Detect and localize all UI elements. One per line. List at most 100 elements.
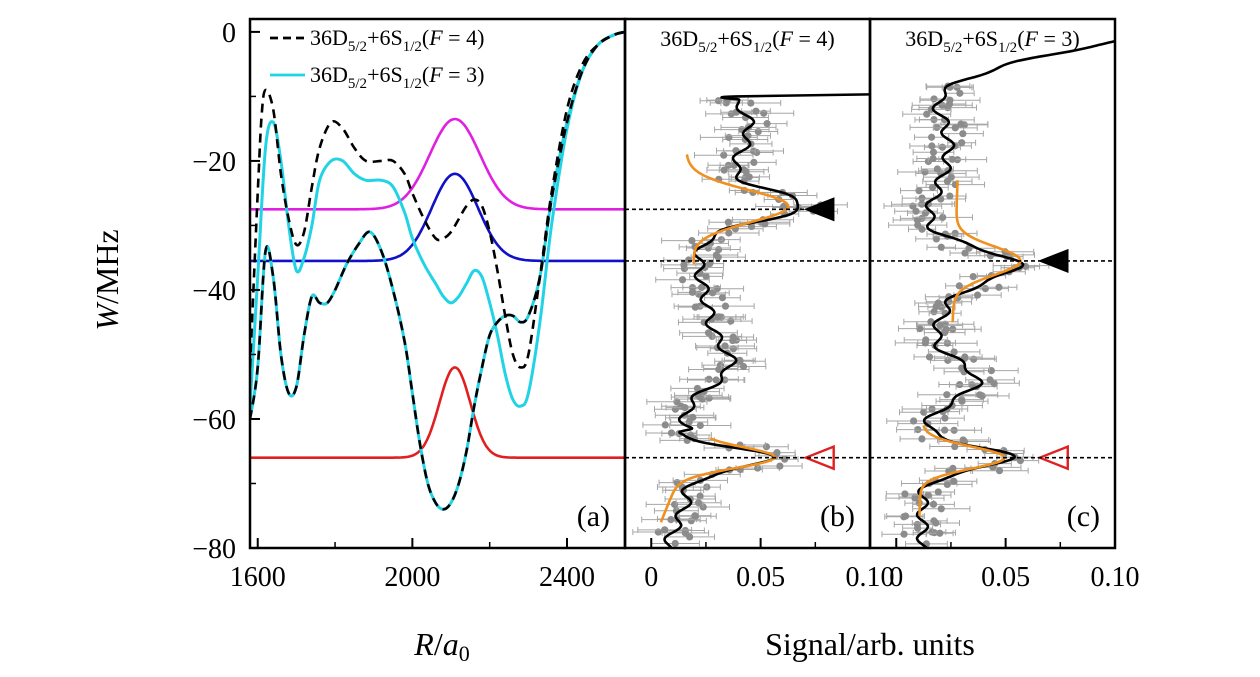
overlay xyxy=(248,17,1117,550)
gaussian-blue xyxy=(250,172,625,263)
data-point xyxy=(951,124,959,132)
data-point xyxy=(913,216,922,224)
data-point xyxy=(773,449,781,457)
data-point xyxy=(693,384,702,393)
data-point xyxy=(720,151,728,159)
data-point xyxy=(976,391,984,399)
open-triangle-marker-panel-b xyxy=(802,444,835,471)
data-point xyxy=(762,443,771,451)
data-point xyxy=(715,313,723,321)
data-point xyxy=(913,520,922,529)
data-point xyxy=(911,493,919,501)
data-point xyxy=(706,260,714,268)
data-point xyxy=(929,500,938,508)
data-point xyxy=(694,499,703,507)
panel-b: 0 0.05 0.10 36D5/2+6S1/2(F = 4) (b) xyxy=(632,26,1016,593)
fit-curve-1 xyxy=(659,437,777,523)
data-point xyxy=(678,276,687,284)
data-point xyxy=(958,396,966,404)
data-point xyxy=(937,195,945,203)
data-point xyxy=(910,417,918,425)
data-point xyxy=(930,95,938,103)
x-tick-label-a-2: 2400 xyxy=(539,562,595,593)
data-point xyxy=(937,505,945,513)
data-point xyxy=(958,364,966,372)
data-point xyxy=(986,376,994,384)
data-point xyxy=(721,342,729,350)
data-point xyxy=(667,429,676,437)
data-point xyxy=(921,168,929,176)
data-point xyxy=(901,512,910,520)
data-point xyxy=(936,321,944,329)
data-point xyxy=(955,282,963,290)
gaussian-magenta xyxy=(250,117,625,211)
x-tick-label-panel-c-0: 0 xyxy=(889,562,903,593)
x-tick-label-panel-b-1: 0.05 xyxy=(736,562,785,593)
x-axis-title-a: R/a0 xyxy=(413,626,469,666)
data-point xyxy=(727,317,735,325)
panel-frame-2 xyxy=(868,17,1117,550)
data-point xyxy=(712,376,720,384)
data-point xyxy=(918,435,926,443)
data-point xyxy=(691,512,699,520)
data-point xyxy=(705,375,713,383)
data-point xyxy=(928,528,936,536)
data-point xyxy=(718,294,727,302)
data-point xyxy=(941,426,949,434)
legend-label-1: 36D5/2+6S1/2(F = 3) xyxy=(310,62,484,92)
data-point xyxy=(705,394,713,402)
data-point xyxy=(951,442,959,451)
data-point xyxy=(946,192,954,200)
x-tick-label-panel-c-1: 0.05 xyxy=(981,562,1030,593)
data-point xyxy=(745,173,753,181)
data-point xyxy=(934,299,942,307)
data-point xyxy=(916,325,924,333)
data-point xyxy=(943,391,951,399)
y-tick-label-1: −20 xyxy=(192,147,236,178)
data-point xyxy=(957,120,965,128)
x-tick-label-panel-b-2: 0.10 xyxy=(846,562,895,593)
data-point xyxy=(661,526,669,534)
data-point xyxy=(1009,81,1016,88)
data-point xyxy=(943,480,951,489)
data-point xyxy=(725,133,733,142)
panel-label-panel-b: (b) xyxy=(820,500,855,533)
data-point xyxy=(928,183,937,192)
data-point xyxy=(754,127,762,136)
data-point xyxy=(681,529,689,537)
data-point xyxy=(712,251,720,259)
data-point xyxy=(921,339,929,347)
y-tick-label-2: −40 xyxy=(192,276,236,307)
data-point xyxy=(938,101,946,109)
data-point xyxy=(725,229,733,237)
y-tick-label-0: 0 xyxy=(222,18,236,49)
data-point xyxy=(781,455,789,463)
data-point xyxy=(918,225,926,233)
data-point xyxy=(969,273,977,281)
panel-label-panel-c: (c) xyxy=(1067,500,1100,533)
panel-label-a: (a) xyxy=(577,500,610,533)
y-tick-label-3: −60 xyxy=(192,405,236,436)
data-point xyxy=(720,166,728,174)
data-point xyxy=(704,329,713,337)
data-point xyxy=(959,436,967,444)
data-point xyxy=(914,426,922,434)
data-point xyxy=(961,249,969,257)
data-point xyxy=(671,539,679,548)
data-point xyxy=(729,333,737,341)
data-point xyxy=(936,529,944,537)
panel-title-panel-b: 36D5/2+6S1/2(F = 4) xyxy=(660,26,834,56)
fit-curve-0 xyxy=(951,180,1022,323)
data-point xyxy=(696,421,704,430)
data-point xyxy=(729,345,738,353)
data-point xyxy=(948,155,956,163)
data-point xyxy=(959,130,967,138)
data-point xyxy=(950,477,958,485)
data-point xyxy=(925,353,934,361)
data-point xyxy=(941,414,949,422)
data-point xyxy=(901,490,909,498)
data-point xyxy=(739,362,748,371)
data-point xyxy=(724,218,732,226)
data-point xyxy=(950,348,958,356)
panel-c: 0 0.05 0.10 36D5/2+6S1/2(F = 3) (c) xyxy=(881,26,1140,593)
